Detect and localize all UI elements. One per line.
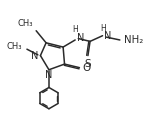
Text: CH₃: CH₃ [6,42,22,51]
Text: N: N [45,70,53,80]
Text: N: N [77,33,84,43]
Text: H: H [100,24,106,33]
Text: H: H [73,25,78,34]
Text: NH₂: NH₂ [124,35,143,45]
Text: N: N [31,51,38,61]
Text: N: N [104,31,112,41]
Text: O: O [82,63,91,73]
Text: S: S [85,59,91,69]
Text: CH₃: CH₃ [17,19,33,28]
